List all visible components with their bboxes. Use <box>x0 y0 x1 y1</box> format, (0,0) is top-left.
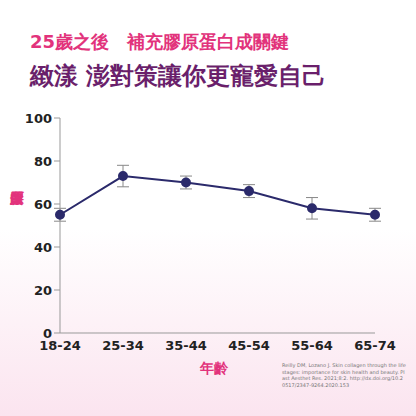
svg-text:55-64: 55-64 <box>291 338 333 353</box>
svg-text:35-44: 35-44 <box>165 338 207 353</box>
svg-text:60: 60 <box>34 197 52 212</box>
svg-text:25-34: 25-34 <box>102 338 144 353</box>
html-text:緻漾 澎對策讓你更寵愛自己: 緻漾 澎對策讓你更寵愛自己 <box>30 62 327 90</box>
html-text:年齡: 年齡 <box>200 360 228 376</box>
svg-text:45-54: 45-54 <box>228 338 270 353</box>
svg-text:65-74: 65-74 <box>354 338 396 353</box>
svg-text:40: 40 <box>34 240 52 255</box>
svg-text:80: 80 <box>34 154 52 169</box>
svg-text:100: 100 <box>25 111 52 126</box>
svg-text:20: 20 <box>34 283 52 298</box>
html-text:Reilly DM, Lozano J. Skin coll: Reilly DM, Lozano J. Skin collagen throu… <box>282 362 406 388</box>
svg-text:18-24: 18-24 <box>39 338 81 354</box>
svg-text:0: 0 <box>43 326 52 341</box>
html-text:25歲之後 補充膠原蛋白成關鍵: 25歲之後 補充膠原蛋白成關鍵 <box>30 31 290 52</box>
